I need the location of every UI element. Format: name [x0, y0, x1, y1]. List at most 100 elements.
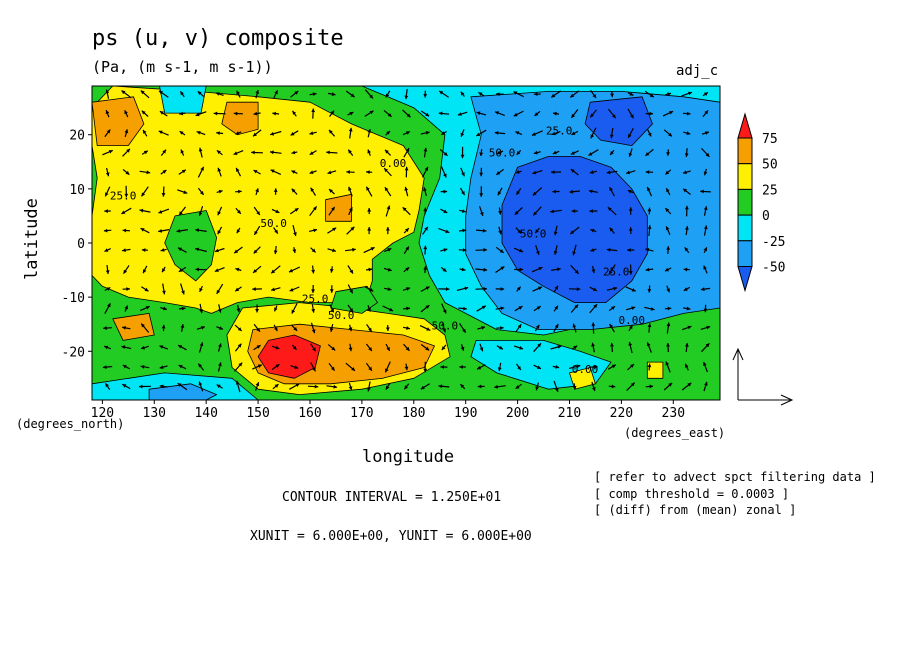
wind-vector-195: [326, 150, 338, 155]
wind-vector-403: [570, 150, 579, 155]
wind-vector-245: [384, 186, 392, 197]
wind-vector-309: [459, 187, 466, 196]
wind-vector-453: [627, 189, 634, 194]
contour-label-10: 0.00: [619, 314, 646, 327]
wind-vector-142: [252, 364, 263, 370]
wind-vector-44: [140, 323, 150, 333]
wind-vector-487: [665, 226, 671, 235]
wind-vector-510: [684, 363, 689, 371]
wind-vector-469: [646, 186, 653, 197]
wind-vector-60: [161, 324, 166, 332]
axis-tick-layer: 120 130 140 150 160 170 180 190 200 210 220 230 20 10…: [62, 129, 686, 421]
wind-vector-3: [102, 149, 114, 156]
wind-vector-508: [681, 325, 692, 331]
x-tick-label-4: 160: [298, 406, 321, 421]
y-tick-label-3: -10: [62, 291, 85, 306]
contour-region-20: [569, 367, 596, 390]
wind-vector-457: [628, 264, 633, 275]
wind-vector-488: [666, 246, 670, 254]
wind-vector-275: [423, 147, 428, 158]
wind-vector-284: [419, 325, 431, 331]
wind-vector-42: [141, 286, 149, 292]
wind-vector-67: [180, 149, 185, 156]
wind-vector-189: [310, 343, 317, 352]
wind-vector-456: [627, 248, 635, 252]
reference-vector: [732, 347, 794, 406]
wind-vector-491: [664, 306, 672, 311]
wind-vector-196: [327, 170, 337, 175]
wind-vector-212: [346, 170, 355, 174]
wind-vector-326: [479, 206, 484, 217]
wind-vector-379: [533, 305, 542, 312]
wind-vector-506: [683, 286, 690, 292]
wind-vector-192: [327, 92, 336, 97]
wind-vector-396: [553, 323, 559, 333]
wind-vector-423: [590, 228, 597, 233]
wind-vector-256: [404, 89, 409, 100]
contour-region-3: [164, 210, 218, 282]
x-axis-label: longitude: [362, 447, 455, 467]
wind-vector-359: [515, 227, 522, 234]
wind-vector-447: [608, 384, 616, 389]
wind-vector-165: [291, 188, 298, 195]
wind-vector-525: [701, 342, 710, 353]
contour-region-9: [112, 312, 155, 341]
wind-vector-358: [514, 206, 523, 216]
wind-vector-64: [179, 90, 185, 98]
wind-vector-520: [703, 247, 708, 254]
contour-fill-layer: [92, 86, 720, 400]
wind-vector-215: [346, 226, 355, 235]
wind-vector-172: [291, 324, 298, 332]
wind-vector-342: [498, 207, 502, 215]
wind-vector-345: [495, 266, 505, 273]
contour-region-12: [159, 86, 207, 114]
wind-vector-375: [534, 227, 540, 234]
wind-vector-59: [160, 306, 168, 311]
wind-vector-40: [141, 248, 149, 252]
contour-region-21: [646, 361, 664, 379]
wind-vector-27: [124, 305, 129, 312]
wind-vector-57: [161, 266, 166, 273]
wind-vector-55: [158, 229, 170, 233]
wind-vector-333: [479, 343, 484, 352]
wind-vector-367: [515, 383, 522, 390]
wind-vector-184: [310, 247, 317, 253]
wind-vector-511: [681, 382, 692, 391]
wind-vector-164: [291, 170, 298, 174]
wind-vector-296: [440, 248, 448, 252]
wind-vector-75: [179, 306, 186, 311]
wind-vector-501: [682, 188, 691, 195]
wind-vector-441: [608, 264, 616, 275]
wind-vector-163: [291, 150, 298, 155]
wind-vector-414: [568, 364, 581, 369]
wind-vector-115: [233, 150, 244, 156]
wind-vector-220: [348, 324, 353, 332]
wind-vector-434: [609, 127, 614, 139]
wind-vector-502: [684, 205, 689, 217]
wind-vector-427: [589, 303, 598, 314]
wind-vector-518: [703, 206, 708, 216]
wind-vector-390: [550, 209, 562, 214]
wind-vector-486: [664, 207, 672, 215]
wind-vector-254: [384, 361, 391, 373]
wind-vector-442: [606, 286, 618, 291]
wind-vector-105: [214, 267, 225, 273]
wind-vector-305: [457, 111, 468, 116]
wind-vector-426: [589, 286, 598, 292]
x-tick-label-2: 140: [194, 406, 217, 421]
wind-vector-161: [292, 110, 297, 117]
wind-vector-122: [234, 286, 242, 292]
wind-vector-320: [478, 91, 485, 97]
wind-vector-258: [402, 130, 411, 136]
wind-vector-150: [271, 208, 280, 214]
x-unit-label: (degrees_east): [624, 426, 726, 440]
wind-vector-54: [158, 208, 170, 214]
wind-vector-347: [495, 306, 505, 311]
wind-vector-108: [216, 326, 224, 330]
wind-vector-324: [479, 167, 484, 177]
wind-vector-446: [607, 364, 617, 370]
wind-vector-169: [288, 266, 301, 273]
wind-vector-123: [236, 304, 241, 313]
wind-vector-135: [253, 225, 261, 236]
contour-label-1: 50.0: [260, 217, 287, 230]
